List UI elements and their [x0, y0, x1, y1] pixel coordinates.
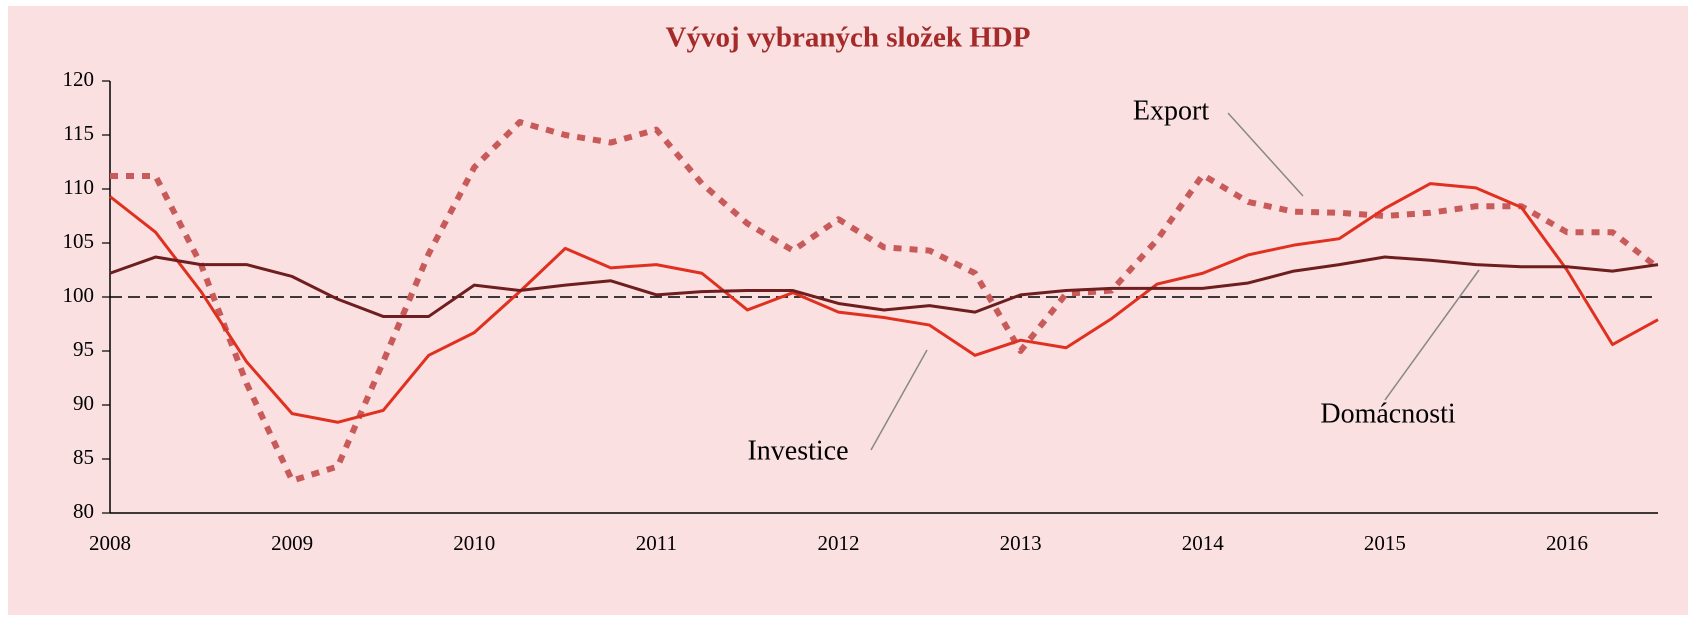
x-tick-label: 2011 — [636, 531, 677, 555]
x-tick-label: 2013 — [1000, 531, 1042, 555]
y-tick-label: 120 — [63, 67, 95, 91]
chart-title: Vývoj vybraných složek HDP — [666, 22, 1031, 54]
x-tick-label: 2008 — [89, 531, 131, 555]
y-tick-label: 115 — [63, 121, 94, 145]
y-tick-label: 95 — [73, 337, 94, 361]
x-tick-label: 2010 — [453, 531, 495, 555]
x-tick-label: 2012 — [817, 531, 859, 555]
leader-line — [870, 349, 928, 451]
legend-label: Export — [1133, 95, 1209, 126]
y-tick-label: 90 — [73, 391, 94, 415]
x-tick-label: 2016 — [1546, 531, 1588, 555]
background — [8, 6, 1688, 615]
y-tick-label: 110 — [63, 175, 94, 199]
legend-label: Investice — [747, 435, 848, 466]
series-line — [110, 119, 1660, 484]
series-line — [109, 182, 1659, 424]
y-tick-label: 100 — [63, 283, 95, 307]
x-tick-label: 2009 — [271, 531, 313, 555]
leader-line — [1227, 112, 1304, 197]
y-tick-label: 85 — [73, 445, 94, 469]
legend-label: Domácnosti — [1320, 398, 1456, 429]
series-line — [109, 255, 1659, 318]
y-tick-label: 105 — [63, 229, 95, 253]
leader-line — [1384, 269, 1480, 401]
x-tick-label: 2014 — [1182, 531, 1225, 555]
y-tick-label: 80 — [73, 499, 94, 523]
x-tick-label: 2015 — [1364, 531, 1406, 555]
